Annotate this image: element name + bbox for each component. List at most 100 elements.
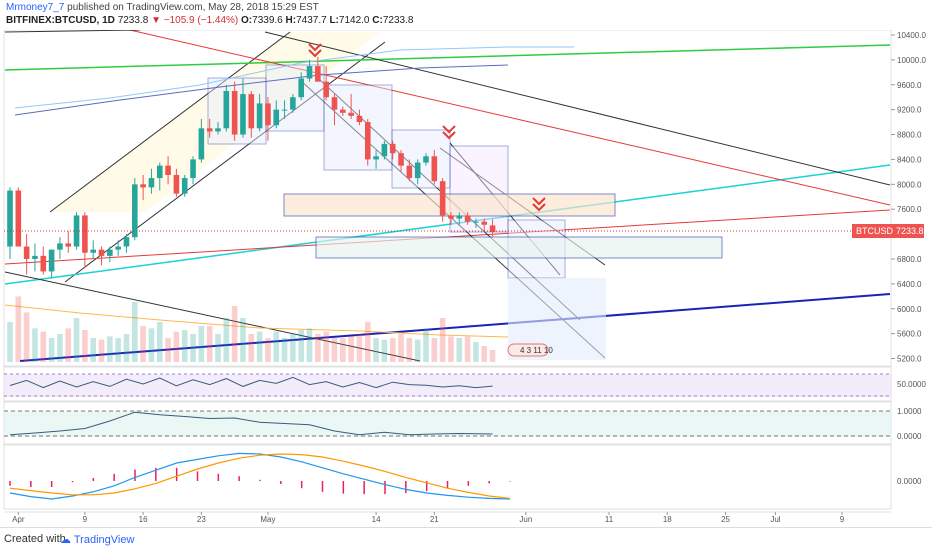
candle: [306, 59, 313, 82]
price-axis[interactable]: 10400.0 10000.0 9600.0 9200.0 8800.0 8400.0 80…: [891, 31, 926, 364]
candle-body: [148, 178, 155, 188]
candle: [265, 97, 271, 141]
rsi-band: [4, 374, 891, 397]
time-tick-label: 21: [430, 515, 439, 524]
candle: [40, 246, 47, 275]
price-tick-label: 8000.0: [897, 180, 922, 189]
channel-upper[interactable]: [49, 31, 291, 213]
candle-body: [15, 190, 22, 247]
candle: [331, 94, 338, 126]
volume-bars: [7, 296, 496, 362]
volume-bar: [323, 331, 329, 362]
candle: [489, 219, 496, 238]
candle-body: [389, 143, 396, 154]
candle-body: [448, 215, 454, 219]
price-tick-label: 9600.0: [897, 81, 922, 90]
candle: [290, 94, 296, 113]
candle: [431, 150, 438, 185]
volume-bar: [15, 296, 22, 362]
chart-canvas[interactable]: 10400.0 10000.0 9600.0 9200.0 8800.0 8400.0 80…: [0, 30, 932, 527]
high-value: 7437.7: [296, 15, 327, 26]
volume-bar: [423, 328, 429, 362]
volume-bar: [190, 334, 196, 362]
drawings[interactable]: [4, 30, 891, 362]
candle: [398, 150, 404, 172]
volume-bar: [290, 334, 296, 362]
candle-body: [306, 66, 313, 79]
black-resistance-line[interactable]: [264, 31, 891, 186]
cyan-trendline[interactable]: [4, 164, 891, 285]
candle-body: [132, 184, 138, 238]
candle: [406, 159, 413, 182]
volume-bar: [107, 336, 113, 362]
time-tick-label: 9: [840, 515, 845, 524]
price-tick-label: 8400.0: [897, 155, 922, 164]
indicator-tick-label: 0.0000: [897, 477, 922, 486]
support-zone[interactable]: [315, 236, 723, 259]
close-label: C:: [372, 15, 383, 26]
candle-body: [323, 81, 329, 98]
volume-bar: [73, 318, 80, 362]
candle-body: [406, 165, 413, 179]
volume-bar: [173, 331, 180, 362]
top-black-line[interactable]: [4, 30, 141, 33]
macd-pane[interactable]: [3, 444, 892, 510]
candle-body: [48, 249, 55, 272]
volume-bar: [389, 338, 396, 362]
publish-text: published on TradingView.com, May 28, 20…: [64, 2, 319, 13]
author-link[interactable]: Mrmoney7_7: [6, 2, 65, 13]
volume-bar: [456, 338, 463, 362]
green-trendline[interactable]: [4, 44, 891, 71]
red-resistance-line[interactable]: [129, 30, 891, 206]
candle-body: [98, 249, 105, 256]
volume-bar: [273, 331, 280, 362]
price-tick-label: 10000.0: [897, 56, 926, 65]
volume-bar: [98, 339, 105, 362]
candle: [140, 174, 146, 200]
candle-body: [414, 162, 421, 179]
candle-body: [290, 97, 296, 110]
events-badge[interactable]: 4 3 11 10: [507, 343, 553, 357]
ma-long: [14, 64, 509, 116]
time-tick-label: Jun: [519, 515, 532, 524]
candle: [315, 56, 321, 82]
candle-body: [107, 249, 113, 256]
volume-bar: [414, 339, 421, 362]
black-support-line[interactable]: [4, 271, 421, 362]
candle: [323, 66, 329, 101]
price-label-box: [852, 224, 924, 238]
tradingview-logo[interactable]: ☁ TradingView: [60, 534, 135, 546]
time-tick-label: 18: [663, 515, 672, 524]
candle: [389, 140, 396, 160]
time-axis[interactable]: Apr 9 16 23 May 14 21 Jun 11 18 25 Jul 9: [12, 512, 845, 524]
blue-support-line[interactable]: [19, 293, 891, 362]
price-change: −105.9 (−1.44%): [163, 15, 239, 26]
chevron-down-icon: [308, 43, 322, 58]
box-may-4[interactable]: [449, 145, 509, 233]
change-arrow: ▼: [151, 15, 161, 26]
volume-bar: [381, 339, 388, 362]
candle-body: [456, 215, 463, 219]
price-tick-label: 8800.0: [897, 131, 922, 140]
resistance-zone[interactable]: [283, 193, 616, 217]
chevron-down-icon: [442, 125, 456, 140]
candle-body: [489, 225, 496, 232]
candle: [298, 72, 304, 101]
candle: [7, 187, 13, 259]
candle: [32, 243, 38, 272]
volume-bar: [256, 331, 263, 362]
close-value: 7233.8: [382, 15, 414, 26]
volume-bar: [148, 328, 155, 362]
candle: [123, 234, 130, 253]
candle-body: [32, 255, 38, 259]
volume-ma: [4, 304, 509, 338]
candle-body: [231, 90, 238, 135]
volume-bar: [40, 331, 47, 362]
volume-bar: [406, 338, 413, 362]
candle: [273, 100, 280, 129]
candle-body: [198, 128, 205, 160]
volume-bar: [464, 336, 471, 362]
last-price: 7233.8: [117, 15, 149, 26]
price-label-symbol: BTCUSD: [856, 226, 894, 236]
volume-bar: [32, 328, 38, 362]
